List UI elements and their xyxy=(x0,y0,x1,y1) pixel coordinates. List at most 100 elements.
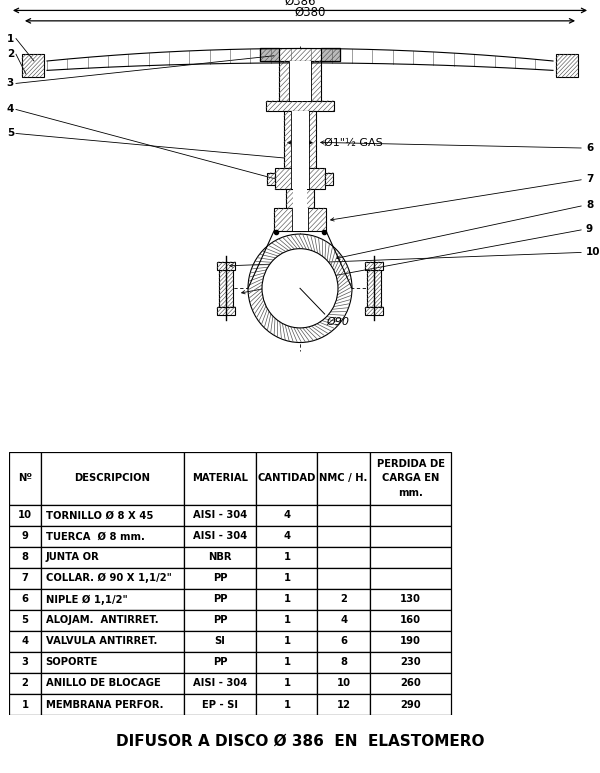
Text: 8: 8 xyxy=(586,200,593,210)
Text: COLLAR. Ø 90 X 1,1/2": COLLAR. Ø 90 X 1,1/2" xyxy=(46,574,172,584)
Text: 4: 4 xyxy=(7,104,14,114)
Bar xyxy=(184,526,256,547)
Bar xyxy=(256,610,317,631)
Text: 130: 130 xyxy=(400,594,421,604)
Bar xyxy=(292,208,308,231)
Text: 9: 9 xyxy=(586,224,593,234)
Text: AISI - 304: AISI - 304 xyxy=(193,510,247,520)
Bar xyxy=(41,631,184,652)
Text: 5: 5 xyxy=(22,615,29,625)
Text: EP - SI: EP - SI xyxy=(202,700,238,710)
Bar xyxy=(9,673,41,694)
Bar xyxy=(286,189,314,208)
Bar xyxy=(41,610,184,631)
Text: Ø380: Ø380 xyxy=(295,5,326,19)
Text: 160: 160 xyxy=(400,615,421,625)
Bar xyxy=(256,694,317,715)
Bar xyxy=(184,452,256,505)
Bar xyxy=(256,589,317,610)
Bar xyxy=(370,526,451,547)
Bar xyxy=(41,526,184,547)
Bar xyxy=(317,694,370,715)
Bar xyxy=(9,568,41,589)
Bar xyxy=(9,610,41,631)
Bar xyxy=(256,505,317,526)
Bar xyxy=(184,589,256,610)
Bar xyxy=(370,652,451,673)
Text: 10: 10 xyxy=(586,247,600,257)
Bar xyxy=(9,505,41,526)
Text: 2: 2 xyxy=(22,679,28,689)
Bar xyxy=(217,262,235,270)
Bar xyxy=(9,452,41,505)
Bar xyxy=(291,111,309,169)
Bar xyxy=(370,505,451,526)
Polygon shape xyxy=(321,49,340,61)
Text: CANTIDAD: CANTIDAD xyxy=(258,474,316,483)
Text: 1: 1 xyxy=(283,658,290,667)
Bar xyxy=(325,172,333,185)
Bar xyxy=(41,505,184,526)
Text: 290: 290 xyxy=(400,700,421,710)
Text: Nº: Nº xyxy=(18,474,32,483)
Text: 10: 10 xyxy=(18,510,32,520)
Bar xyxy=(556,54,578,77)
Text: 1: 1 xyxy=(283,700,290,710)
Bar xyxy=(256,652,317,673)
Text: DESCRIPCION: DESCRIPCION xyxy=(74,474,151,483)
Bar xyxy=(317,673,370,694)
Bar xyxy=(184,547,256,568)
Text: 1: 1 xyxy=(283,679,290,689)
Bar xyxy=(370,547,451,568)
Text: PERDIDA DE: PERDIDA DE xyxy=(377,459,445,469)
Bar xyxy=(317,547,370,568)
Bar xyxy=(367,270,381,307)
Bar xyxy=(41,673,184,694)
Bar xyxy=(370,568,451,589)
Text: Ø90: Ø90 xyxy=(326,317,350,327)
Bar xyxy=(317,568,370,589)
Bar xyxy=(370,589,451,610)
Bar xyxy=(9,694,41,715)
Bar xyxy=(256,673,317,694)
Bar xyxy=(266,100,334,111)
Bar xyxy=(289,61,311,100)
Bar xyxy=(317,631,370,652)
Bar xyxy=(274,208,326,231)
Bar xyxy=(256,631,317,652)
Text: MEMBRANA PERFOR.: MEMBRANA PERFOR. xyxy=(46,700,163,710)
Bar xyxy=(284,111,316,169)
Bar xyxy=(256,526,317,547)
Bar xyxy=(184,631,256,652)
Text: 7: 7 xyxy=(22,574,28,584)
Bar xyxy=(184,568,256,589)
Text: JUNTA OR: JUNTA OR xyxy=(46,553,100,562)
Bar xyxy=(370,694,451,715)
Bar xyxy=(9,652,41,673)
Bar xyxy=(41,568,184,589)
Bar xyxy=(184,505,256,526)
Text: 1: 1 xyxy=(283,574,290,584)
Bar xyxy=(9,526,41,547)
Bar xyxy=(370,452,451,505)
Bar xyxy=(267,172,275,185)
Text: CARGA EN: CARGA EN xyxy=(382,474,439,483)
Bar xyxy=(184,610,256,631)
Text: 1: 1 xyxy=(283,615,290,625)
Bar xyxy=(217,307,235,315)
Text: 7: 7 xyxy=(586,175,593,184)
Bar xyxy=(365,262,383,270)
Bar xyxy=(256,452,317,505)
Text: PP: PP xyxy=(213,574,227,584)
Bar xyxy=(291,169,309,189)
Bar xyxy=(370,610,451,631)
Text: 2: 2 xyxy=(340,594,347,604)
Text: ALOJAM.  ANTIRRET.: ALOJAM. ANTIRRET. xyxy=(46,615,158,625)
Text: Ø1"½ GAS: Ø1"½ GAS xyxy=(324,138,383,148)
Text: PP: PP xyxy=(213,658,227,667)
Text: 260: 260 xyxy=(400,679,421,689)
Text: 8: 8 xyxy=(340,658,347,667)
Text: 4: 4 xyxy=(340,615,347,625)
Text: mm.: mm. xyxy=(398,488,423,498)
Text: VALVULA ANTIRRET.: VALVULA ANTIRRET. xyxy=(46,636,157,646)
